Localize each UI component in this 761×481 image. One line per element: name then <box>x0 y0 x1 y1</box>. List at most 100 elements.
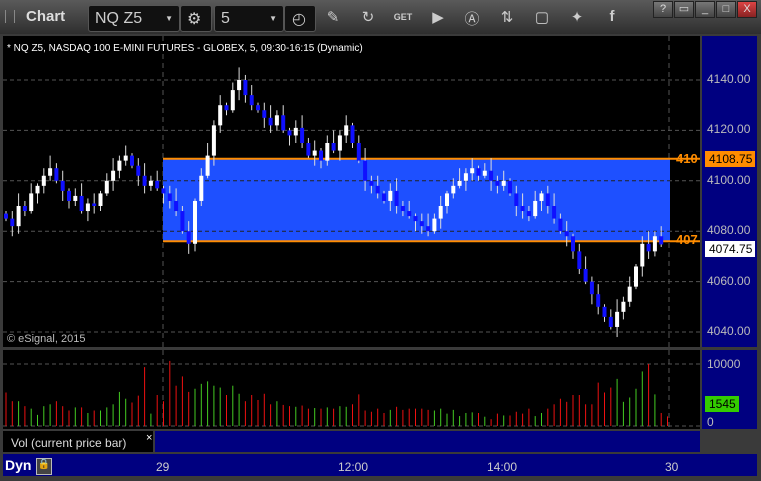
indicator-bar-fill <box>155 431 700 452</box>
candle-body <box>363 160 368 181</box>
candle-body <box>627 286 632 302</box>
candle-body <box>545 193 550 206</box>
candle-body <box>375 185 380 194</box>
candle-body <box>199 175 204 201</box>
indicator-label-bar <box>3 431 153 452</box>
candle-body <box>293 127 298 136</box>
candle-body <box>602 306 607 317</box>
time-label-30: 30 <box>665 460 679 474</box>
candle-body <box>148 180 153 186</box>
candle-body <box>274 115 279 126</box>
candle-body <box>319 150 323 161</box>
candle-body <box>41 175 46 186</box>
time-axis[interactable] <box>3 454 757 476</box>
price-label: 4060.00 <box>707 273 751 288</box>
candle-body <box>268 117 273 126</box>
time-label-1400: 14:00 <box>487 460 518 474</box>
candle-body <box>60 180 65 191</box>
indicator-close-icon[interactable]: × <box>146 432 153 444</box>
candle-body <box>287 130 292 136</box>
candle-body <box>10 218 15 227</box>
candle-body <box>350 125 355 143</box>
candle-body <box>413 216 418 222</box>
candle-body <box>211 125 216 156</box>
volume-label-zero: 0 <box>707 415 714 429</box>
title-bar: Chart NQ Z5 ▼ ⚙ 5 ▼ ◴ ✎ ↻ GET ▶ Ⓐ ⇅ ▢ ✦ f … <box>0 0 761 34</box>
candle-body <box>325 143 330 161</box>
candle-body <box>281 115 286 131</box>
gear-icon[interactable]: ⚙ <box>180 5 212 32</box>
symbol-select[interactable]: NQ Z5 ▼ <box>88 5 180 32</box>
candle-body <box>193 200 197 244</box>
candle-body <box>470 168 475 174</box>
candle-body <box>621 301 626 312</box>
price-label: 4080.00 <box>707 223 751 238</box>
price-label: 4100.00 <box>707 172 751 187</box>
alert-icon[interactable]: Ⓐ <box>464 11 480 28</box>
drag-grip-icon[interactable] <box>5 10 15 23</box>
price-label: 4120.00 <box>707 122 751 137</box>
candle-body <box>388 190 393 201</box>
symbol-value: NQ Z5 <box>95 10 143 27</box>
candle-body <box>256 105 260 111</box>
candle-body <box>577 251 582 269</box>
comment-icon[interactable]: ▢ <box>534 9 550 26</box>
candle-body <box>382 193 386 201</box>
candle-body <box>344 125 349 136</box>
candle-body <box>457 180 462 186</box>
candle-body <box>230 90 235 111</box>
price-label: 4040.00 <box>707 324 751 338</box>
interval-select[interactable]: 5 ▼ <box>214 5 284 32</box>
clock-icon[interactable]: ◴ <box>284 5 316 32</box>
minimize-button[interactable]: _ <box>695 1 715 18</box>
refresh-icon[interactable]: ↻ <box>361 9 375 26</box>
copyright: © eSignal, 2015 <box>7 333 86 345</box>
candle-body <box>501 180 506 186</box>
help-button[interactable]: ? <box>653 1 673 18</box>
candle-body <box>16 206 21 227</box>
candle-body <box>615 311 620 327</box>
volume-axis[interactable] <box>702 350 757 429</box>
volume-label-max: 10000 <box>707 357 741 371</box>
pencil-icon[interactable]: ✎ <box>326 9 340 26</box>
candle-body <box>130 155 134 166</box>
close-button[interactable]: X <box>737 1 757 18</box>
candle-body <box>161 188 166 194</box>
link-icon[interactable]: ⇅ <box>500 9 514 26</box>
candle-body <box>583 269 588 282</box>
candle-body <box>237 80 242 91</box>
range-high-price-tag: 4108.75 <box>705 151 756 167</box>
candle-body <box>92 203 97 206</box>
candle-body <box>79 195 84 212</box>
candle-body <box>123 155 128 161</box>
candle-body <box>552 206 557 219</box>
play-icon[interactable]: ▶ <box>432 9 444 26</box>
candle-body <box>29 193 34 212</box>
chevron-down-icon: ▼ <box>165 14 173 23</box>
get-icon[interactable]: GET <box>393 12 413 22</box>
price-label: 4140.00 <box>707 72 751 86</box>
candle-body <box>533 200 538 217</box>
range-high-label: 410 <box>676 151 698 166</box>
candle-body <box>98 193 103 206</box>
range-box <box>163 158 670 242</box>
candle-body <box>331 143 336 151</box>
time-label-1200: 12:00 <box>338 460 369 474</box>
candle-body <box>445 193 449 206</box>
candle-body <box>117 160 122 171</box>
candle-body <box>111 170 116 181</box>
candle-body <box>520 206 525 212</box>
restore-down-button[interactable]: ▭ <box>674 1 694 18</box>
candle-body <box>243 80 248 96</box>
candle-body <box>489 170 494 181</box>
facebook-icon[interactable]: f <box>609 8 615 25</box>
maximize-button[interactable]: □ <box>716 1 736 18</box>
candle-body <box>337 135 342 151</box>
candle-body <box>186 231 191 244</box>
lock-icon[interactable]: 🔒 <box>36 458 52 475</box>
indicator-label: Vol (current price bar) <box>11 436 127 450</box>
price-axis[interactable] <box>702 36 757 347</box>
candle-body <box>508 180 512 194</box>
twitter-icon[interactable]: ✦ <box>570 9 584 26</box>
candle-body <box>564 231 569 237</box>
